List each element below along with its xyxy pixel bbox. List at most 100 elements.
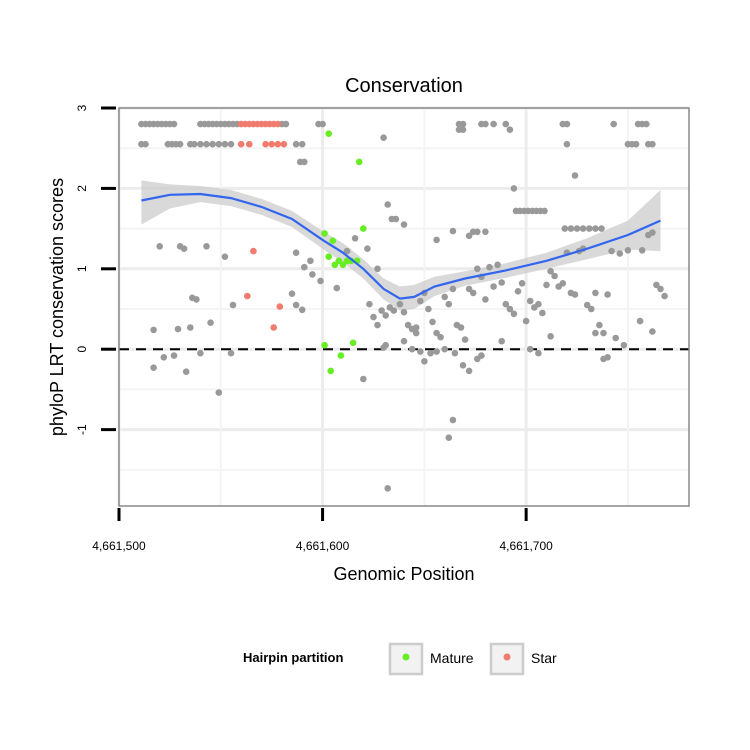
data-point-other (547, 267, 554, 275)
data-point-other (498, 337, 506, 345)
data-point-other (150, 326, 157, 334)
data-point-other (506, 305, 514, 313)
data-point-other (474, 265, 481, 273)
y-tick-label: 3 (75, 104, 89, 111)
plot-border (118, 107, 690, 507)
y-tick-label: 2 (75, 185, 89, 192)
data-point-other (160, 354, 168, 361)
data-point-other (571, 172, 579, 179)
data-point-other (459, 362, 467, 369)
data-point-other (197, 349, 204, 357)
data-point-other (596, 321, 603, 329)
data-point-mature (329, 237, 337, 244)
data-point-mature (349, 339, 357, 347)
data-point-other (518, 280, 526, 287)
data-point-star (237, 140, 245, 148)
y-axis: 3 2 1 0 -1 (75, 104, 116, 435)
data-point-other (482, 296, 489, 303)
data-point-other (636, 317, 644, 325)
data-point-other (221, 253, 229, 260)
data-point-other (583, 301, 591, 309)
data-point-other (142, 140, 149, 148)
data-point-other (541, 207, 548, 215)
data-point-star (246, 140, 253, 148)
x-tick-label: 4,661,600 (296, 539, 350, 553)
data-point-other (661, 292, 668, 300)
data-point-other (433, 348, 440, 355)
data-point-other (400, 221, 408, 228)
data-point-other (380, 134, 387, 141)
data-point-other (412, 329, 420, 337)
data-points (138, 120, 668, 492)
data-point-other (449, 416, 457, 424)
data-point-other (482, 228, 489, 236)
data-point-star (250, 247, 257, 255)
data-point-other (482, 120, 489, 128)
data-point-mature (325, 253, 333, 260)
smooth-trend-line (141, 192, 661, 300)
data-point-other (390, 307, 398, 314)
plot-panel (117, 106, 690, 507)
data-point-other (193, 296, 200, 303)
data-point-other (227, 140, 235, 148)
data-point-other (378, 307, 385, 314)
y-tick-label: 0 (75, 346, 89, 353)
data-point-other (608, 247, 615, 255)
data-point-other (502, 300, 510, 308)
data-point-mature (360, 225, 367, 232)
data-point-other (459, 126, 467, 133)
data-point-other (180, 245, 188, 252)
data-point-other (384, 485, 392, 492)
data-point-other (288, 290, 296, 298)
data-point-other (366, 300, 373, 308)
legend-item-mature: Mature (388, 642, 474, 676)
legend: Hairpin partition Mature Star (243, 642, 557, 676)
data-point-other (301, 263, 308, 271)
data-point-other (170, 352, 178, 359)
data-point-other (384, 201, 392, 208)
data-point-other (449, 227, 457, 235)
data-point-other (317, 277, 324, 285)
data-point-other (649, 229, 656, 236)
data-point-other (207, 319, 214, 327)
data-point-other (502, 120, 510, 128)
data-point-other (412, 324, 420, 331)
data-point-mature (321, 230, 328, 237)
data-point-other (417, 297, 424, 305)
data-point-other (374, 265, 381, 273)
data-point-other (522, 317, 530, 325)
data-point-other (333, 284, 341, 292)
data-point-mature (339, 261, 347, 269)
data-point-other (563, 120, 571, 128)
data-point-other (215, 389, 223, 396)
data-point-other (579, 225, 587, 232)
data-point-other (457, 324, 465, 331)
data-point-other (301, 158, 308, 166)
y-tick-label: 1 (75, 265, 89, 272)
legend-label-mature: Mature (430, 650, 474, 666)
legend-marker-mature (402, 653, 410, 661)
data-point-other (510, 185, 518, 192)
x-tick-label: 4,661,700 (499, 539, 553, 553)
data-point-other (191, 140, 198, 148)
x-tick-label: 4,661,500 (92, 539, 146, 553)
data-point-other (298, 306, 306, 314)
data-point-other (437, 333, 444, 341)
data-point-other (309, 271, 316, 278)
data-point-other (649, 140, 656, 148)
data-point-other (370, 313, 377, 321)
data-point-mature (337, 352, 345, 359)
data-point-other (351, 235, 359, 242)
data-point-other (156, 243, 163, 250)
data-point-other (449, 285, 457, 293)
legend-marker-star (503, 653, 511, 661)
data-point-other (604, 291, 611, 298)
data-point-other (638, 247, 646, 254)
data-point-other (586, 225, 593, 232)
data-point-star (262, 140, 269, 148)
data-point-other (598, 225, 605, 232)
data-point-other (547, 333, 554, 340)
data-point-other (465, 367, 473, 375)
data-point-other (421, 358, 428, 365)
